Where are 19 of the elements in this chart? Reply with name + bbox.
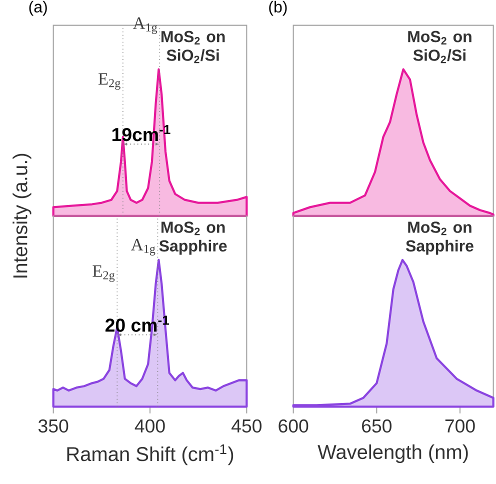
chart-title: (b) xyxy=(269,0,287,16)
chart-subtitle: MoS$_{2}$ on SiO$_{2}$/Si xyxy=(408,30,472,64)
chart-subtitle: MoS$_{2}$ on Sapphire xyxy=(406,222,474,255)
x-tick-label: 650 xyxy=(362,419,392,433)
chart-subtitle: MoS$_{2}$ on Sapphire xyxy=(159,222,227,255)
annotation: A$_{1g}$ xyxy=(132,17,158,34)
annotation: E$_{2g}$ xyxy=(98,73,120,90)
x-tick-label: 350 xyxy=(38,419,68,433)
x-axis-title: Raman Shift (cm$^{-1}$) xyxy=(67,444,234,466)
x-tick-label: 600 xyxy=(278,419,308,433)
x-axis-title: Wavelength (nm) xyxy=(318,444,468,464)
x-tick-label: 450 xyxy=(232,419,262,433)
y-axis-title: Intensity (a.u.) xyxy=(12,154,32,278)
chart-subtitle: MoS$_{2}$ on SiO$_{2}$/Si xyxy=(162,30,225,64)
x-tick-label: 400 xyxy=(134,419,165,433)
annotation: E$_{2g}$ xyxy=(92,265,115,282)
x-tick-label: 700 xyxy=(445,419,475,433)
chart-title: (a) xyxy=(29,0,47,16)
annotation: A$_{1g}$ xyxy=(130,238,156,256)
